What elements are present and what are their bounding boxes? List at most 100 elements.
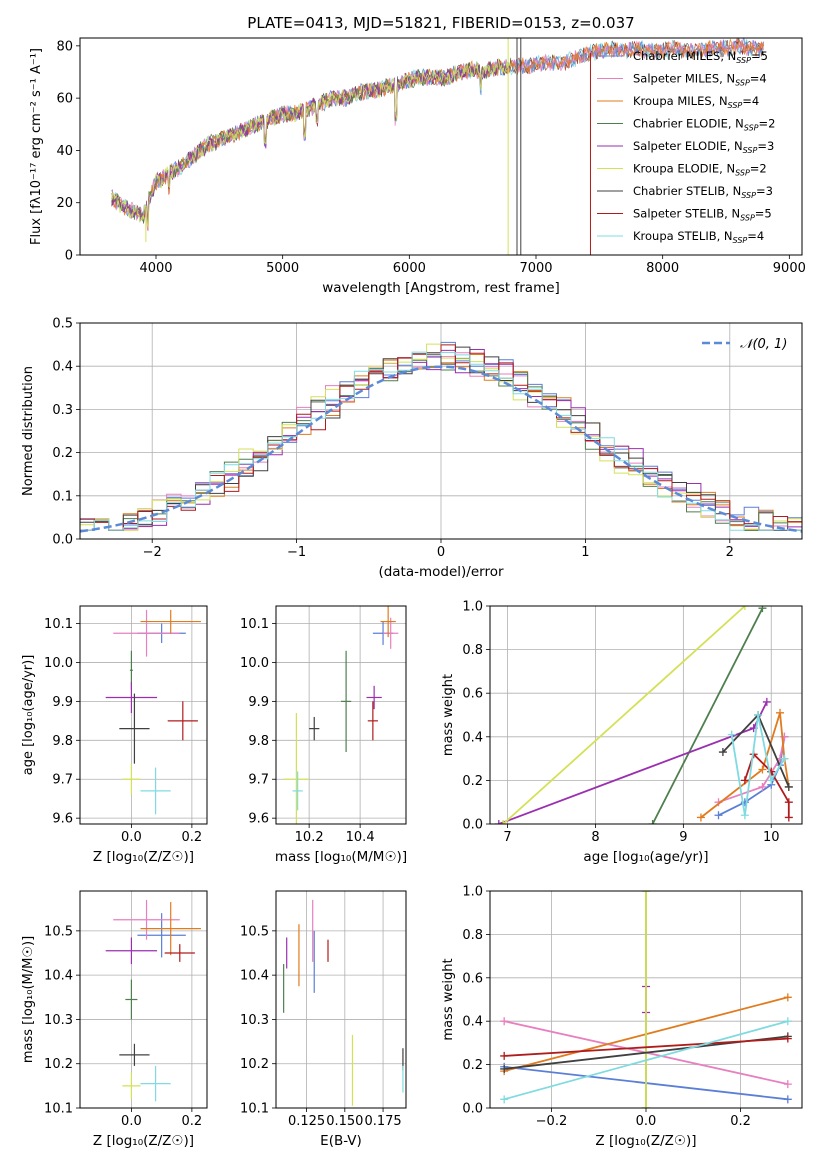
legend-subscript: SSP — [736, 56, 751, 65]
axes-frame — [79, 605, 208, 825]
y-tick-label: 10.3 — [240, 1013, 269, 1028]
y-tick-label: 10.4 — [44, 969, 73, 984]
x-axis-label: (data-model)/error — [378, 564, 504, 580]
y-tick-label: 60 — [56, 92, 73, 107]
y-tick-label: 0.2 — [462, 1058, 483, 1073]
massweight-marker — [499, 820, 508, 824]
spectrum-line — [111, 39, 765, 232]
legend-label: Salpeter MILES, NSSP=4 — [633, 72, 767, 88]
massweight-marker — [758, 606, 767, 613]
massweight-marker — [762, 697, 771, 706]
x-tick-label: −1 — [287, 545, 306, 560]
axes-frame — [489, 890, 803, 1109]
x-tick-label: 8 — [591, 830, 599, 845]
legend-text: Chabrier MILES, N — [633, 49, 736, 63]
massweight-marker — [758, 782, 767, 791]
y-tick-label: 0.3 — [52, 403, 73, 418]
y-tick-label: 0.6 — [462, 971, 483, 986]
y-tick-label: 10.1 — [240, 1102, 269, 1117]
massweight-marker — [740, 606, 749, 610]
massweight-marker — [718, 748, 727, 757]
x-tick-label: 7 — [503, 830, 511, 845]
x-axis-label: Z [log₁₀(Z/Z☉)] — [93, 849, 194, 865]
legend-label: Chabrier ELODIE, NSSP=2 — [633, 117, 775, 133]
massweight-marker — [740, 776, 749, 785]
y-tick-label: 9.9 — [52, 695, 73, 710]
legend-label: Kroupa MILES, NSSP=4 — [633, 94, 759, 110]
massweight-marker — [727, 730, 736, 739]
y-tick-label: 10.1 — [44, 617, 73, 632]
x-tick-label: 10.4 — [346, 830, 375, 845]
y-tick-label: 0.2 — [52, 446, 73, 461]
x-tick-label: 0.0 — [121, 830, 142, 845]
axes-frame — [275, 605, 407, 825]
y-tick-label: 10.2 — [44, 1057, 73, 1072]
y-tick-label: 0.5 — [52, 317, 73, 332]
legend-text: Kroupa STELIB, N — [633, 229, 733, 243]
massweight-marker — [648, 820, 657, 824]
mass-vs-ebv-panel: 0.125 0.150 0.175 10.1 10.2 10.3 10.4 10.5 E(B-V… — [240, 890, 407, 1149]
y-tick-label: 0.8 — [462, 928, 483, 943]
legend-text: Chabrier STELIB, N — [633, 184, 741, 198]
legend-count: =4 — [742, 94, 759, 108]
y-tick-label: 0.4 — [462, 730, 483, 745]
massweight-marker — [642, 1104, 650, 1108]
y-tick-label: 0.4 — [462, 1015, 483, 1030]
x-axis-label: Z [log₁₀(Z/Z☉)] — [93, 1133, 194, 1149]
y-axis-label: Flux [fλ10⁻¹⁷ erg cm⁻² s⁻¹ A⁻¹] — [29, 48, 44, 245]
legend-label: Salpeter STELIB, NSSP=5 — [633, 207, 772, 223]
x-axis-label: E(B-V) — [320, 1133, 362, 1149]
massweight-line — [498, 701, 768, 824]
y-axis-label: age [log₁₀(age/yr)] — [21, 655, 36, 776]
massweight-vs-age-plot-area — [494, 606, 793, 824]
x-tick-label: 6000 — [393, 261, 426, 276]
y-tick-label: 10.5 — [44, 924, 73, 939]
massweight-marker — [754, 711, 763, 719]
massweight-marker — [696, 813, 705, 822]
massweight-marker — [783, 1017, 792, 1026]
massweight-marker — [780, 754, 789, 763]
mass-vs-Z-panel: 0.0 0.2 10.1 10.2 10.3 10.4 10.5 Z [log₁₀(Z/Z☉)… — [21, 890, 208, 1149]
massweight-marker — [500, 1064, 509, 1073]
legend-text: Chabrier ELODIE, N — [633, 117, 744, 131]
x-tick-label: 0.2 — [730, 1114, 751, 1129]
y-axis-label: mass weight — [441, 674, 456, 756]
spectrum-panel: 4000 5000 6000 7000 8000 9000 0 20 40 60 80 wavelen… — [29, 14, 806, 296]
axes-frame — [275, 890, 407, 1109]
spectrum-line — [111, 38, 765, 228]
x-tick-label: 7000 — [519, 261, 552, 276]
x-tick-label: 10.2 — [295, 830, 324, 845]
y-tick-label: 0.0 — [462, 818, 483, 833]
legend-count: =5 — [755, 207, 772, 221]
y-axis-label: Normed distribution — [21, 366, 36, 496]
histogram-series — [80, 351, 802, 531]
massweight-marker — [783, 993, 792, 1002]
residuals-plot-area — [80, 341, 802, 533]
x-axis-label: mass [log₁₀(M/M☉)] — [275, 849, 407, 865]
y-tick-label: 9.8 — [52, 734, 73, 749]
massweight-marker — [783, 1095, 792, 1104]
y-tick-label: 10.0 — [44, 656, 73, 671]
legend-count: =5 — [751, 49, 768, 63]
legend-count: =4 — [750, 72, 767, 86]
massweight-marker — [758, 765, 767, 774]
legend-text: Salpeter STELIB, N — [633, 207, 740, 221]
y-tick-label: 1.0 — [462, 885, 483, 900]
x-tick-label: 9 — [679, 830, 687, 845]
x-tick-label: 0.175 — [364, 1114, 401, 1129]
legend-text: Salpeter ELODIE, N — [633, 139, 743, 153]
legend-subscript: SSP — [728, 101, 743, 110]
massweight-vs-Z-plot-area — [500, 891, 792, 1108]
x-tick-label: 0.0 — [121, 1114, 142, 1129]
legend-text: Kroupa MILES, N — [633, 94, 728, 108]
age-vs-Z-panel: 0.0 0.2 9.6 9.7 9.8 9.9 10.0 10.1 Z [log₁₀(Z/Z☉)… — [21, 605, 208, 865]
massweight-marker — [784, 798, 793, 807]
x-tick-label: 0.150 — [326, 1114, 363, 1129]
x-tick-label: 10 — [763, 830, 780, 845]
x-tick-label: 0.0 — [636, 1114, 657, 1129]
y-tick-label: 10.5 — [240, 924, 269, 939]
legend-subscript: SSP — [744, 124, 759, 133]
massweight-line — [504, 1037, 788, 1057]
massweight-marker — [784, 813, 793, 822]
